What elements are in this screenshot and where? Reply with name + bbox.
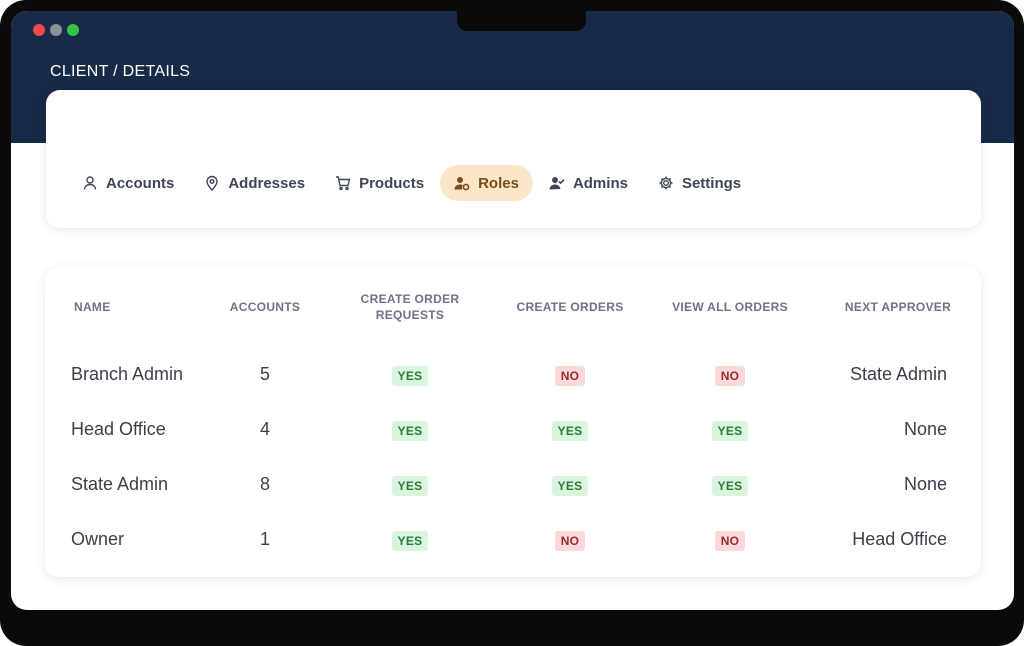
tab-settings[interactable]: Settings (644, 165, 755, 201)
cart-icon (336, 176, 351, 191)
app-screen: CLIENT / DETAILS Accounts Addresses (11, 11, 1014, 610)
header-create-orders[interactable]: CREATE ORDERS (516, 300, 624, 314)
tab-label: Admins (572, 174, 628, 192)
role-name: Head Office (71, 419, 166, 439)
accounts-count: 5 (259, 364, 270, 384)
create-order-requests-badge: YES (391, 420, 429, 441)
role-name: State Admin (71, 474, 169, 494)
accounts-count: 8 (259, 474, 270, 494)
create-orders-badge: YES (551, 420, 589, 441)
accounts-count: 4 (259, 419, 270, 439)
view-all-orders-badge: YES (711, 420, 749, 441)
tab-admins[interactable]: Admins (535, 165, 642, 201)
next-approver: None (903, 474, 947, 494)
roles-table: NAME ACCOUNTS CREATE ORDER REQUESTS CREA… (45, 267, 981, 567)
close-window-button[interactable] (33, 24, 45, 36)
header-create-order-requests[interactable]: CREATE ORDER REQUESTS (360, 292, 460, 322)
tab-label: Products (359, 174, 425, 192)
table-row[interactable]: State Admin 8 YES YES YES None (45, 457, 981, 512)
user-gear-icon (454, 177, 470, 191)
role-name: Branch Admin (71, 364, 184, 384)
minimize-window-button[interactable] (50, 24, 62, 36)
tab-label: Addresses (228, 174, 306, 192)
header-view-all-orders[interactable]: VIEW ALL ORDERS (672, 300, 788, 314)
tab-label: Settings (681, 174, 742, 192)
create-order-requests-badge: YES (391, 475, 429, 496)
next-approver: State Admin (849, 364, 947, 384)
header-name[interactable]: NAME (74, 300, 111, 314)
create-orders-badge: NO (554, 365, 586, 386)
table-header-row: NAME ACCOUNTS CREATE ORDER REQUESTS CREA… (45, 267, 981, 347)
tabs-card: Accounts Addresses Products (46, 90, 981, 228)
tab-roles[interactable]: Roles (440, 165, 533, 201)
view-all-orders-badge: NO (714, 530, 746, 551)
role-name: Owner (71, 529, 125, 549)
user-icon (83, 176, 97, 190)
table-row[interactable]: Owner 1 YES NO NO Head Office (45, 512, 981, 567)
gear-icon (659, 176, 673, 190)
roles-table-card: NAME ACCOUNTS CREATE ORDER REQUESTS CREA… (45, 267, 981, 577)
tab-label: Roles (478, 174, 519, 192)
tab-bar: Accounts Addresses Products (68, 165, 757, 201)
tab-addresses[interactable]: Addresses (190, 165, 319, 201)
header-next-approver[interactable]: NEXT APPROVER (844, 300, 952, 314)
table-row[interactable]: Branch Admin 5 YES NO NO State Admin (45, 347, 981, 402)
tab-label: Accounts (106, 174, 175, 192)
create-orders-badge: NO (554, 530, 586, 551)
user-check-icon (549, 177, 565, 190)
create-orders-badge: YES (551, 475, 589, 496)
create-order-requests-badge: YES (391, 365, 429, 386)
tab-products[interactable]: Products (321, 165, 438, 201)
breadcrumb: CLIENT / DETAILS (50, 63, 191, 80)
create-order-requests-badge: YES (391, 530, 429, 551)
tab-accounts[interactable]: Accounts (68, 165, 188, 201)
view-all-orders-badge: YES (711, 475, 749, 496)
next-approver: None (903, 419, 947, 439)
accounts-count: 1 (259, 529, 270, 549)
map-pin-icon (206, 175, 219, 191)
maximize-window-button[interactable] (67, 24, 79, 36)
next-approver: Head Office (852, 529, 947, 549)
view-all-orders-badge: NO (714, 365, 746, 386)
header-accounts[interactable]: ACCOUNTS (229, 300, 301, 314)
camera-notch (457, 11, 586, 31)
table-row[interactable]: Head Office 4 YES YES YES None (45, 402, 981, 457)
